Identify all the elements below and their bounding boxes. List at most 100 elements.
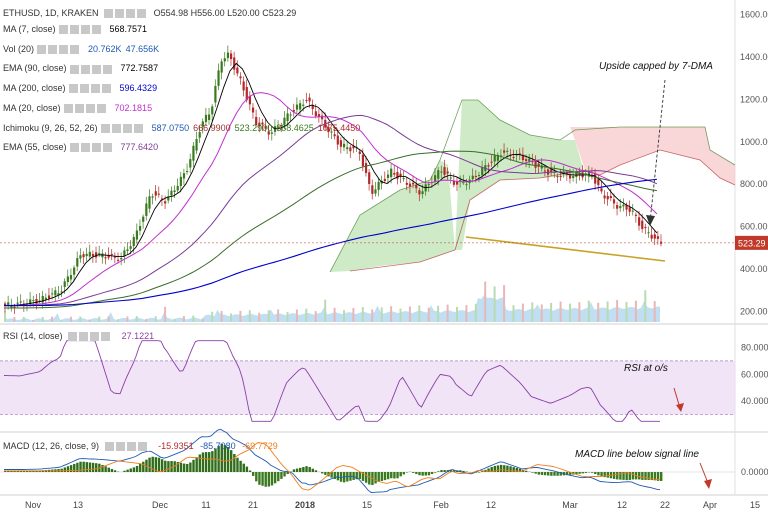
rsi-legend[interactable]: RSI (14, close) 27.1221 [3,331,154,342]
macd-histogram-bar [113,470,117,472]
candle-body [543,170,547,172]
indicator-buttons[interactable] [37,44,82,54]
header-buttons[interactable] [104,9,149,19]
time-tick-label: Feb [433,500,449,510]
indicator-legend-6[interactable]: EMA (55, close) 777.6420 [3,142,158,153]
indicator-buttons[interactable] [69,64,114,74]
candle-body [173,190,176,193]
macd-histogram-bar [531,472,534,473]
indicator-label: Ichimoku (9, 26, 52, 26) [3,122,98,133]
candle-body [493,155,496,162]
ema-90-line [4,150,657,309]
volume-bar [390,306,393,322]
candle-body [54,290,57,296]
candle-body [182,173,186,179]
indicator-value: 20.762K [88,43,122,54]
macd-legend[interactable]: MACD (12, 26, close, 9) -15.9351 -85.708… [3,441,278,452]
candle-body [634,214,638,216]
candle-body [164,201,167,204]
volume-bar [493,286,496,322]
symbol-header[interactable]: ETHUSD, 1D, KRAKEN O554.98 H556.00 L520.… [3,8,297,19]
volume-bar [399,308,402,322]
candle-body [575,172,578,177]
candle-body [525,159,528,162]
macd-buttons[interactable] [104,442,149,452]
candle-body [650,234,653,239]
candle-body [490,161,493,163]
candle-body [455,181,459,185]
macd-histogram-bar [358,472,362,480]
indicator-legend-0[interactable]: MA (7, close) 568.7571 [3,24,147,35]
time-tick-label: 11 [201,500,210,510]
macd-histogram-bar [176,462,180,472]
ohlc-close: C523.29 [262,8,297,18]
candle-body [57,293,60,296]
candle-body [399,173,402,177]
indicator-legend-5[interactable]: Ichimoku (9, 26, 52, 26) 587.0750 666.9900… [3,123,360,133]
macd-histogram-bar [217,445,220,472]
indicator-buttons[interactable] [63,103,108,113]
candle-body [440,171,443,173]
indicator-legend-4[interactable]: MA (20, close) 702.1815 [3,103,152,113]
macd-histogram-bar [107,467,110,472]
candle-body [201,121,204,127]
candle-body [644,226,647,228]
candle-body [327,126,330,133]
macd-histogram-bar [192,459,195,472]
macd-histogram-bar [477,472,481,473]
indicator-legend-1[interactable]: Vol (20) 20.762K 47.656K [3,44,159,54]
macd-histogram-bar [427,472,431,476]
candle-body [609,195,612,199]
indicator-buttons[interactable] [69,143,114,153]
candle-body [160,198,164,200]
macd-histogram-bar [374,472,377,484]
candle-body [487,165,490,167]
candle-body [51,293,54,295]
volume-bar [211,311,214,322]
macd-histogram-bar [660,472,663,481]
volume-bar [352,308,355,322]
macd-histogram-bar [305,466,308,472]
candle-body [616,205,619,209]
candle-body [396,172,399,179]
candle-body [405,182,408,185]
rsi-buttons[interactable] [68,332,113,342]
macd-signal-line [4,442,661,491]
candle-body [361,154,365,167]
candle-body [562,172,565,174]
volume-bar [22,316,25,322]
macd-histogram-bar [239,460,242,472]
macd-histogram-bar [280,472,283,479]
indicator-buttons[interactable] [68,84,113,94]
macd-histogram-bar [336,472,340,481]
macd-arrow [699,462,709,484]
candle-body [408,183,412,187]
macd-histogram-bar [559,472,562,476]
macd-histogram-bar [22,470,26,472]
macd-histogram-bar [324,472,327,475]
candle-body [565,172,569,175]
macd-histogram-bar [173,461,176,472]
candle-body [317,114,321,117]
indicator-buttons[interactable] [100,123,145,133]
macd-histogram-bar [656,472,660,481]
volume-bar [192,315,195,322]
candle-body [123,250,126,257]
macd-histogram-bar [311,468,314,472]
indicator-legend-2[interactable]: EMA (90, close) 772.7587 [3,63,158,74]
candle-body [258,122,261,127]
macd-histogram-bar [91,462,95,472]
candle-body [537,163,540,167]
macd-histogram-bar [189,462,192,472]
candle-body [556,176,559,178]
candle-body [383,178,386,182]
candle-body [229,53,233,60]
candle-body [578,173,581,176]
volume-bar [408,306,411,322]
candle-body [415,185,418,189]
indicator-buttons[interactable] [58,25,103,35]
candle-body [503,150,506,153]
macd-histogram-bar [226,446,230,472]
indicator-legend-3[interactable]: MA (200, close) 596.4329 [3,83,157,94]
